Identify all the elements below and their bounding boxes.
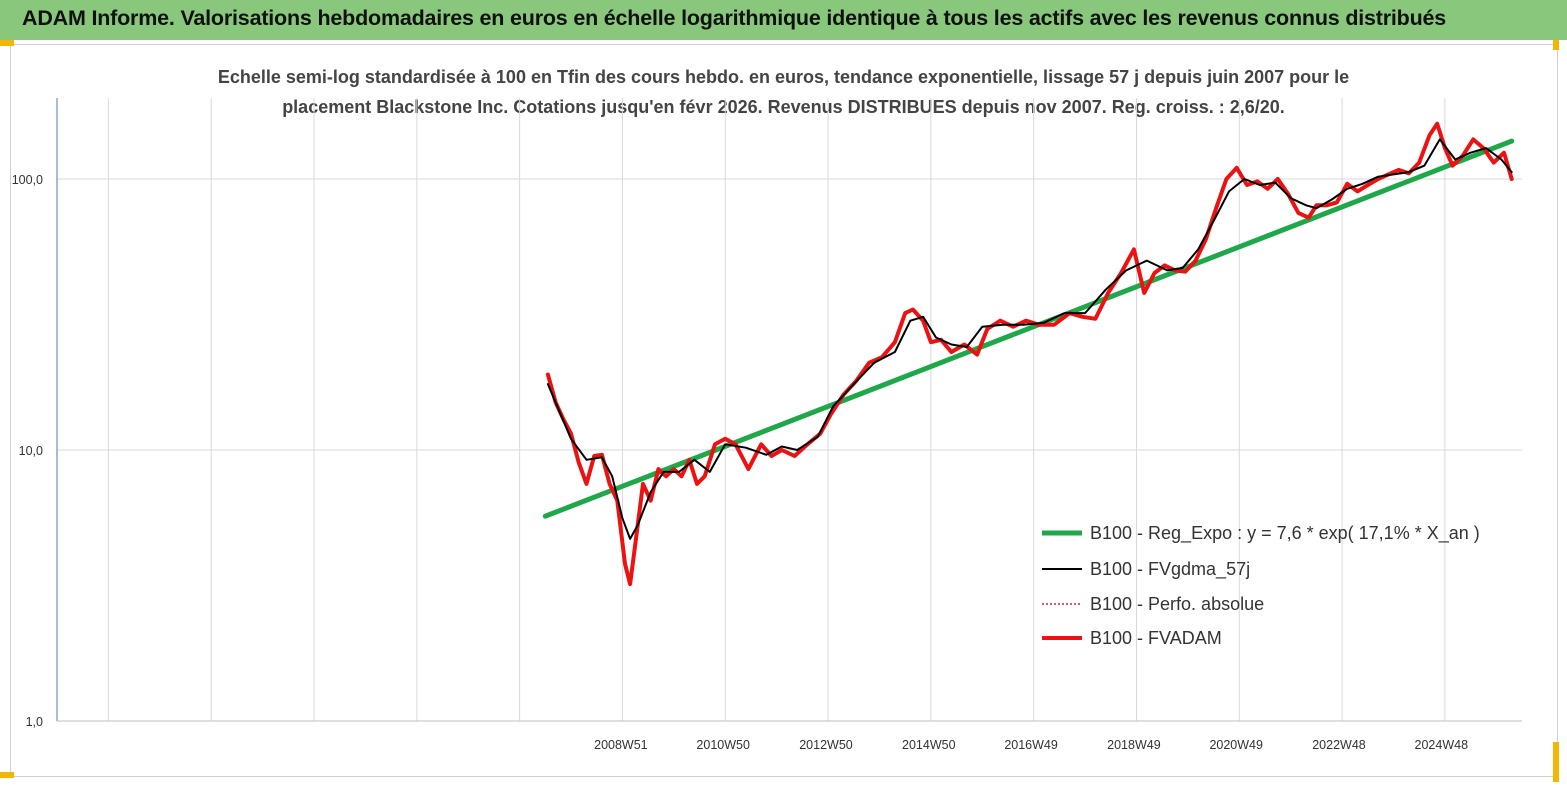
x-tick-label: 2010W50	[696, 738, 750, 752]
x-tick-label: 2018W49	[1107, 738, 1161, 752]
series-line	[546, 138, 1513, 540]
corner-marker	[1553, 742, 1559, 782]
y-tick-label: 100,0	[12, 173, 43, 187]
y-tick-label: 1,0	[26, 715, 43, 729]
x-tick-label: 2016W49	[1004, 738, 1058, 752]
header-banner	[0, 0, 1567, 40]
series-line	[545, 121, 1514, 587]
legend-label: B100 - Reg_Expo : y = 7,6 * exp( 17,1% *…	[1090, 523, 1480, 544]
page-title: ADAM Informe. Valorisations hebdomadaire…	[22, 6, 1447, 30]
legend-label: B100 - Perfo. absolue	[1090, 594, 1264, 614]
x-tick-label: 2020W49	[1209, 738, 1263, 752]
legend-label: B100 - FVADAM	[1090, 628, 1222, 648]
series-line	[542, 138, 1515, 519]
chart-frame	[10, 44, 1558, 777]
x-tick-label: 2012W50	[799, 738, 853, 752]
chart-title: Echelle semi-log standardisée à 100 en T…	[217, 67, 1350, 87]
x-tick-label: 2024W48	[1415, 738, 1469, 752]
corner-marker	[1553, 40, 1559, 50]
x-tick-label: 2014W50	[902, 738, 956, 752]
x-tick-label: 2022W48	[1312, 738, 1366, 752]
corner-marker	[0, 40, 14, 46]
legend-label: B100 - FVgdma_57j	[1090, 559, 1250, 580]
x-tick-label: 2008W51	[594, 738, 648, 752]
y-tick-label: 10,0	[19, 444, 43, 458]
corner-marker	[0, 772, 14, 778]
